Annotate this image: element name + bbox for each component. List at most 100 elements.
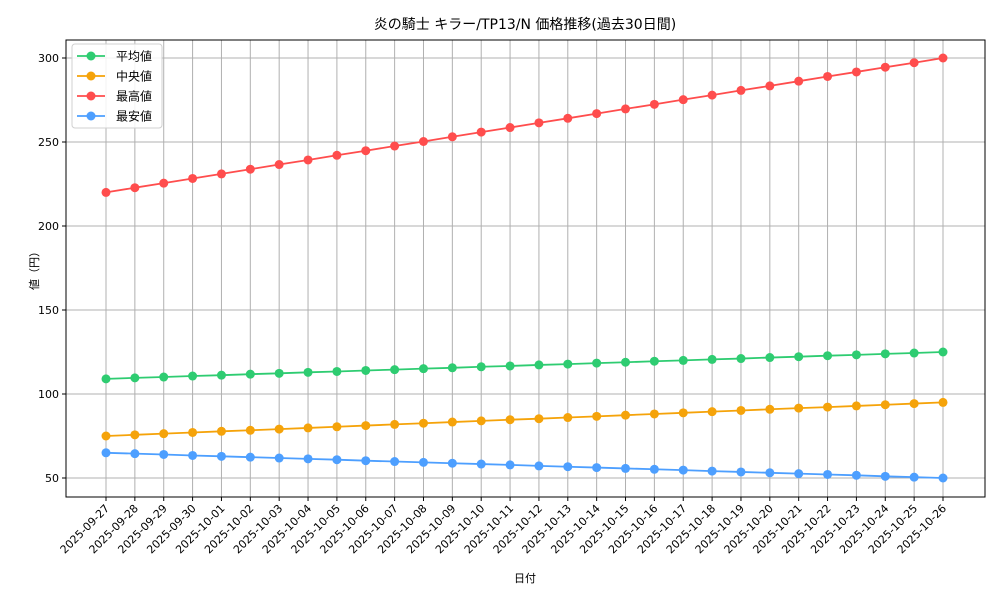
data-point: [245, 452, 255, 462]
data-point: [794, 403, 804, 413]
data-point: [274, 368, 284, 378]
grid-lines: [66, 40, 985, 497]
data-point: [216, 370, 226, 380]
data-point: [130, 449, 140, 459]
data-point: [563, 413, 573, 423]
data-point: [332, 150, 342, 160]
data-point: [274, 424, 284, 434]
data-point: [707, 466, 717, 476]
series-line: [101, 53, 948, 197]
data-point: [649, 356, 659, 366]
data-point: [245, 369, 255, 379]
data-point: [245, 425, 255, 435]
legend-marker-icon: [86, 111, 96, 121]
data-point: [159, 178, 169, 188]
y-tick-label: 200: [38, 220, 59, 233]
legend-marker-icon: [86, 71, 96, 81]
data-point: [592, 411, 602, 421]
data-point: [390, 365, 400, 375]
data-point: [880, 349, 890, 359]
data-point: [188, 450, 198, 460]
data-point: [707, 90, 717, 100]
legend-label: 中央値: [116, 69, 152, 84]
data-point: [765, 468, 775, 478]
data-point: [909, 399, 919, 409]
data-point: [563, 359, 573, 369]
data-point: [880, 62, 890, 72]
data-point: [274, 453, 284, 463]
data-point: [765, 353, 775, 363]
legend-item: 平均値: [77, 49, 152, 64]
data-point: [563, 113, 573, 123]
data-point: [130, 183, 140, 193]
data-point: [938, 53, 948, 63]
data-point: [476, 459, 486, 469]
y-tick-label: 250: [38, 136, 59, 149]
data-point: [563, 462, 573, 472]
data-point: [823, 71, 833, 81]
data-point: [303, 155, 313, 165]
y-tick-label: 150: [38, 304, 59, 317]
data-point: [592, 463, 602, 473]
data-point: [707, 407, 717, 417]
x-axis: 2025-09-272025-09-282025-09-292025-09-30…: [58, 497, 949, 556]
chart-title: 炎の騎士 キラー/TP13/N 価格推移(過去30日間): [374, 17, 676, 33]
data-point: [736, 85, 746, 95]
data-point: [476, 127, 486, 137]
legend-marker-icon: [86, 91, 96, 101]
data-point: [649, 409, 659, 419]
data-point: [678, 408, 688, 418]
data-point: [130, 373, 140, 383]
series-line: [101, 448, 948, 483]
data-point: [274, 160, 284, 170]
data-point: [534, 360, 544, 370]
data-point: [736, 467, 746, 477]
data-point: [418, 364, 428, 374]
legend-label: 最高値: [116, 89, 152, 104]
data-point: [765, 404, 775, 414]
data-point: [794, 469, 804, 479]
data-point: [303, 454, 313, 464]
data-point: [361, 146, 371, 156]
data-point: [101, 448, 111, 458]
legend-item: 最安値: [77, 109, 152, 124]
plot-frame: [65, 39, 986, 498]
data-point: [621, 410, 631, 420]
data-point: [361, 421, 371, 431]
data-point: [851, 470, 861, 480]
data-point: [707, 354, 717, 364]
data-point: [938, 397, 948, 407]
data-point: [621, 357, 631, 367]
data-point: [418, 418, 428, 428]
data-point: [909, 58, 919, 68]
legend-marker-icon: [86, 51, 96, 61]
data-point: [332, 455, 342, 465]
data-point: [303, 423, 313, 433]
data-point: [361, 456, 371, 466]
data-point: [188, 173, 198, 183]
y-tick-label: 300: [38, 52, 59, 65]
legend-label: 最安値: [116, 109, 152, 124]
data-point: [534, 414, 544, 424]
legend-item: 中央値: [77, 69, 152, 84]
data-point: [621, 104, 631, 114]
y-axis-label: 値（円）: [28, 246, 41, 290]
data-point: [938, 347, 948, 357]
data-point: [390, 457, 400, 467]
data-point: [447, 363, 457, 373]
data-point: [823, 351, 833, 361]
data-point: [505, 361, 515, 371]
data-point: [938, 473, 948, 483]
data-point: [390, 141, 400, 151]
data-point: [880, 400, 890, 410]
data-point: [447, 417, 457, 427]
data-point: [649, 99, 659, 109]
data-point: [621, 463, 631, 473]
data-point: [447, 132, 457, 142]
data-point: [765, 81, 775, 91]
data-point: [678, 355, 688, 365]
data-point: [476, 362, 486, 372]
x-axis-label: 日付: [514, 572, 536, 585]
data-point: [851, 67, 861, 77]
